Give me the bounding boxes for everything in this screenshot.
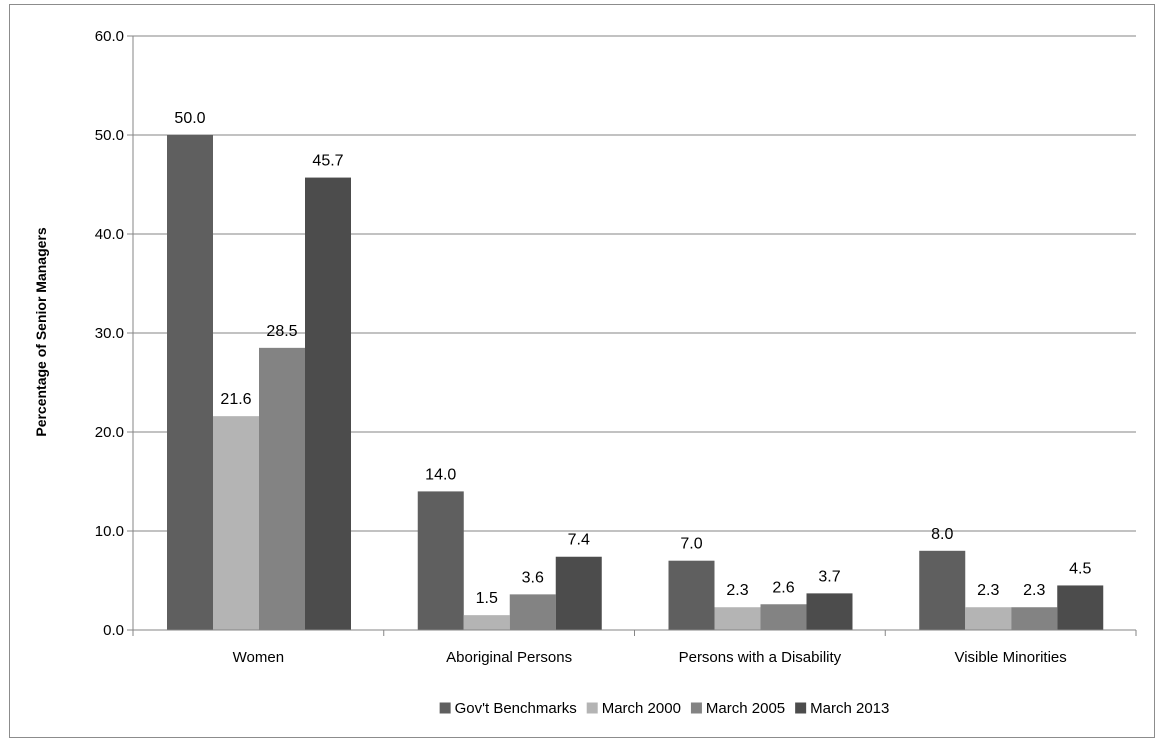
bar (714, 607, 761, 630)
legend-item: Gov't Benchmarks (439, 700, 577, 717)
data-label: 2.6 (772, 579, 794, 596)
y-tick-label: 30.0 (95, 325, 124, 342)
legend-swatch (795, 702, 807, 714)
data-label: 7.4 (568, 532, 590, 549)
x-category-label: Visible Minorities (954, 649, 1066, 666)
legend-swatch (439, 702, 451, 714)
bar (305, 177, 351, 630)
x-category-labels: Women Aboriginal Persons Persons with a Di… (233, 649, 1067, 666)
data-label: 4.5 (1069, 560, 1091, 577)
y-tick-label: 60.0 (95, 28, 124, 45)
legend-item: March 2000 (586, 700, 681, 717)
y-tick-labels: 0.0 10.0 20.0 30.0 40.0 50.0 60.0 (95, 28, 124, 639)
data-label: 21.6 (220, 391, 251, 408)
data-label: 2.3 (1023, 582, 1045, 599)
bar (259, 347, 305, 630)
bar (1057, 585, 1104, 630)
bar (760, 604, 807, 630)
legend-label: March 2000 (602, 700, 681, 717)
legend: Gov't Benchmarks March 2000 March 2005 Marc… (439, 700, 889, 717)
legend-label: Gov't Benchmarks (455, 700, 577, 717)
data-label: 2.3 (977, 582, 999, 599)
x-category-label: Aboriginal Persons (446, 649, 572, 666)
legend-item: March 2005 (690, 700, 785, 717)
legend-label: March 2005 (706, 700, 785, 717)
data-label: 50.0 (174, 110, 205, 127)
legend-swatch (586, 702, 598, 714)
y-tick-label: 50.0 (95, 127, 124, 144)
bar (1011, 607, 1058, 630)
bar (463, 615, 510, 630)
x-category-label: Women (233, 649, 284, 666)
y-tick-label: 40.0 (95, 226, 124, 243)
data-label: 7.0 (680, 536, 702, 553)
data-label: 1.5 (476, 590, 498, 607)
bar (919, 550, 966, 630)
data-label: 45.7 (312, 153, 343, 170)
data-label: 3.6 (522, 569, 544, 586)
bars (167, 135, 1104, 630)
legend-swatch (690, 702, 702, 714)
bar (668, 560, 715, 630)
bar (965, 607, 1012, 630)
y-tick-label: 20.0 (95, 424, 124, 441)
legend-label: March 2013 (810, 700, 889, 717)
bar (806, 593, 853, 630)
data-label: 28.5 (266, 323, 297, 340)
y-axis-label: Percentage of Senior Managers (33, 227, 49, 437)
axes (127, 35, 1137, 636)
bar (213, 416, 259, 630)
data-label: 2.3 (726, 582, 748, 599)
y-tick-label: 0.0 (103, 622, 124, 639)
bar (167, 135, 213, 630)
data-labels: 50.0 21.6 28.5 45.7 14.0 1.5 3.6 7.4 7.0 2.3 2.6 3.… (174, 110, 1091, 607)
legend-item: March 2013 (795, 700, 889, 717)
chart-frame (9, 4, 1155, 738)
bar (509, 594, 556, 630)
x-category-label: Persons with a Disability (679, 649, 842, 666)
data-label: 14.0 (425, 466, 456, 483)
bar (417, 491, 464, 630)
bar (555, 556, 602, 630)
data-label: 3.7 (818, 568, 840, 585)
data-label: 8.0 (931, 526, 953, 543)
y-tick-label: 10.0 (95, 523, 124, 540)
